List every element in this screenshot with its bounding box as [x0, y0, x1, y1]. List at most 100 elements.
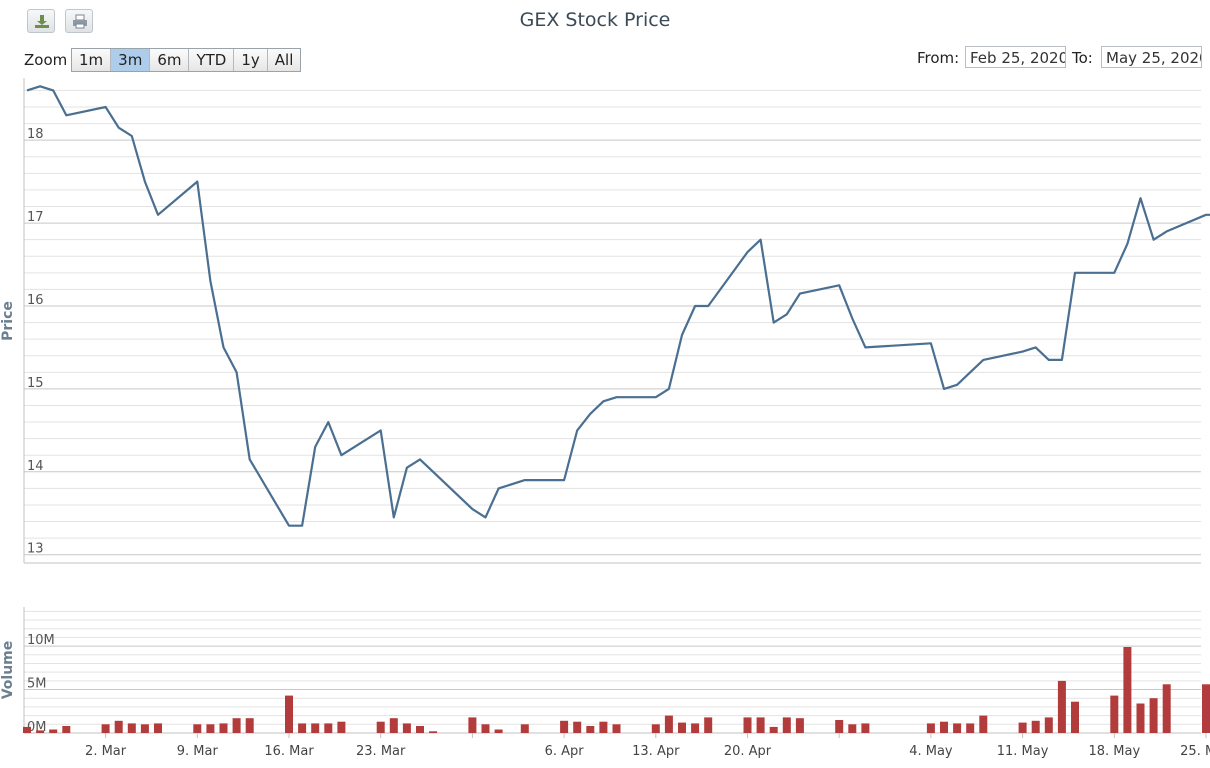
price-y-tick-label: 15 [27, 376, 44, 391]
volume-bar [756, 717, 765, 733]
volume-bar [1202, 684, 1210, 733]
from-date-input[interactable]: Feb 25, 2020 [965, 46, 1066, 68]
volume-bar [389, 718, 398, 733]
volume-axis-title: Volume [0, 641, 16, 700]
x-tick-label: 16. Mar [264, 744, 314, 759]
x-tick-label: 25. May [1180, 744, 1210, 759]
volume-bar [49, 729, 58, 733]
volume-bar [599, 721, 608, 733]
volume-bar [324, 723, 333, 733]
volume-bar [664, 715, 673, 733]
price-grid [24, 89, 1201, 556]
volume-bar [114, 720, 123, 733]
volume-bar [769, 726, 778, 733]
volume-bar [311, 723, 320, 733]
volume-bar [1123, 647, 1132, 733]
volume-bar [1136, 703, 1145, 733]
volume-bar [127, 723, 136, 733]
volume-bar [245, 718, 254, 733]
volume-bar [402, 723, 411, 733]
volume-bar [468, 717, 477, 733]
volume-bar [953, 723, 962, 733]
volume-bar [1044, 717, 1053, 733]
volume-bar [560, 720, 569, 733]
volume-bar [743, 717, 752, 733]
volume-bar [979, 715, 988, 733]
price-y-tick-label: 13 [27, 542, 44, 557]
zoom-1y-button[interactable]: 1y [234, 49, 268, 71]
volume-bar [612, 724, 621, 733]
volume-grid [24, 610, 1201, 734]
volume-bar [140, 724, 149, 733]
price-y-tick-label: 16 [27, 293, 44, 308]
volume-bar [586, 726, 595, 733]
price-y-ticks: 13 14 15 16 17 18 [27, 127, 44, 557]
volume-bar [285, 695, 293, 733]
zoom-6m-button[interactable]: 6m [150, 49, 190, 71]
price-y-tick-label: 18 [27, 127, 44, 142]
zoom-button-group: 1m 3m 6m YTD 1y All [71, 48, 302, 72]
volume-y-tick-label: 5M [27, 677, 47, 692]
zoom-3m-button[interactable]: 3m [111, 49, 151, 71]
volume-bar [966, 723, 975, 733]
x-tick-label: 2. Mar [85, 744, 127, 759]
x-tick-label: 23. Mar [356, 744, 406, 759]
to-date-input[interactable]: May 25, 2020 [1101, 46, 1202, 68]
x-tick-label: 20. Apr [724, 744, 772, 759]
volume-bar [940, 721, 948, 733]
volume-y-tick-label: 10M [27, 633, 55, 648]
volume-bar [1031, 720, 1040, 733]
to-label: To: [1072, 49, 1093, 67]
volume-bar [481, 724, 490, 733]
x-tick-label: 11. May [997, 744, 1049, 759]
volume-bar [691, 723, 700, 733]
price-line [26, 85, 1210, 527]
volume-bar [298, 723, 307, 733]
volume-bar [154, 723, 162, 733]
price-y-tick-label: 14 [27, 459, 44, 474]
volume-bar [835, 720, 844, 733]
zoom-1m-button[interactable]: 1m [72, 49, 112, 71]
volume-bar [520, 724, 529, 733]
x-tick-label: 18. May [1088, 744, 1140, 759]
volume-bar [429, 731, 438, 733]
volume-bar [573, 721, 582, 733]
from-label: From: [917, 49, 960, 67]
volume-bar [704, 717, 713, 733]
volume-bar [1071, 701, 1079, 733]
price-axis-title: Price [0, 301, 16, 341]
volume-bar [795, 718, 804, 733]
volume-bar [651, 724, 660, 733]
volume-bar [36, 730, 45, 733]
zoom-ytd-button[interactable]: YTD [189, 49, 235, 71]
volume-bars [23, 647, 1210, 733]
x-tick-label: 13. Apr [632, 744, 680, 759]
volume-bar [678, 722, 686, 733]
volume-bar [337, 721, 346, 733]
volume-bar [1149, 698, 1158, 733]
volume-bar [861, 723, 870, 733]
volume-bar [848, 724, 857, 733]
volume-bar [1110, 695, 1119, 733]
volume-bar [416, 726, 424, 733]
x-tick-label: 9. Mar [177, 744, 219, 759]
volume-bar [232, 718, 241, 733]
download-button[interactable] [27, 9, 55, 33]
volume-bar [206, 724, 215, 733]
download-icon [35, 15, 49, 28]
volume-bar [1057, 680, 1066, 733]
volume-bar [1018, 722, 1027, 733]
x-tick-label: 6. Apr [545, 744, 585, 759]
volume-bar [23, 726, 31, 733]
volume-bar [376, 721, 385, 733]
chart-title: GEX Stock Price [519, 9, 671, 31]
price-y-tick-label: 17 [27, 210, 44, 225]
zoom-label: Zoom [24, 51, 68, 69]
volume-bar [62, 726, 71, 733]
print-icon [73, 14, 87, 29]
x-axis-ticks: 2. Mar 9. Mar 16. Mar 23. Mar 6. Apr 13. Apr 2… [85, 733, 1210, 759]
zoom-all-button[interactable]: All [267, 49, 301, 71]
print-button[interactable] [65, 9, 93, 33]
